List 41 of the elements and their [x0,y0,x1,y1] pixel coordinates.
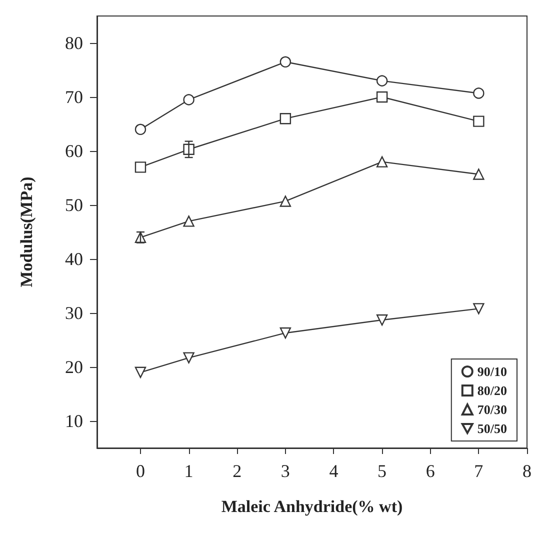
y-tick-label: 60 [65,141,83,161]
x-axis-title: Maleic Anhydride(% wt) [221,497,403,516]
point [473,116,484,127]
y-tick-label: 40 [65,249,83,269]
y-tick-label: 20 [65,357,83,377]
point [473,168,484,180]
point [134,124,146,135]
point [473,88,484,99]
legend-label: 90/10 [477,364,508,379]
x-tick-label: 3 [280,461,290,481]
x-tick-label: 2 [232,461,242,481]
point [376,75,388,86]
x-tick-label: 5 [378,461,387,481]
point [183,216,194,227]
x-tick-label: 7 [474,461,484,481]
y-tick-label: 80 [65,33,83,53]
point [134,162,146,173]
y-axis-title: Modulus(MPa) [17,176,36,288]
point [280,196,292,207]
legend-label: 50/50 [477,421,508,436]
point [376,314,388,326]
point [280,327,292,339]
x-tick-label: 6 [426,461,435,481]
x-tick-label: 0 [136,461,145,481]
point [280,56,292,68]
x-tick-label: 4 [329,461,338,481]
point [134,366,146,378]
point [376,91,388,103]
point [183,352,194,364]
y-tick-label: 30 [65,303,83,323]
x-tick-label: 1 [184,461,194,481]
y-tick-label: 10 [65,411,83,431]
legend-label: 70/30 [477,402,508,417]
legend-label: 80/20 [477,383,508,398]
point [376,156,388,168]
point [183,94,194,106]
y-tick-label: 70 [65,87,83,107]
point [473,303,484,314]
x-tick-label: 8 [522,461,532,481]
y-tick-label: 50 [65,195,83,215]
point [280,113,292,124]
